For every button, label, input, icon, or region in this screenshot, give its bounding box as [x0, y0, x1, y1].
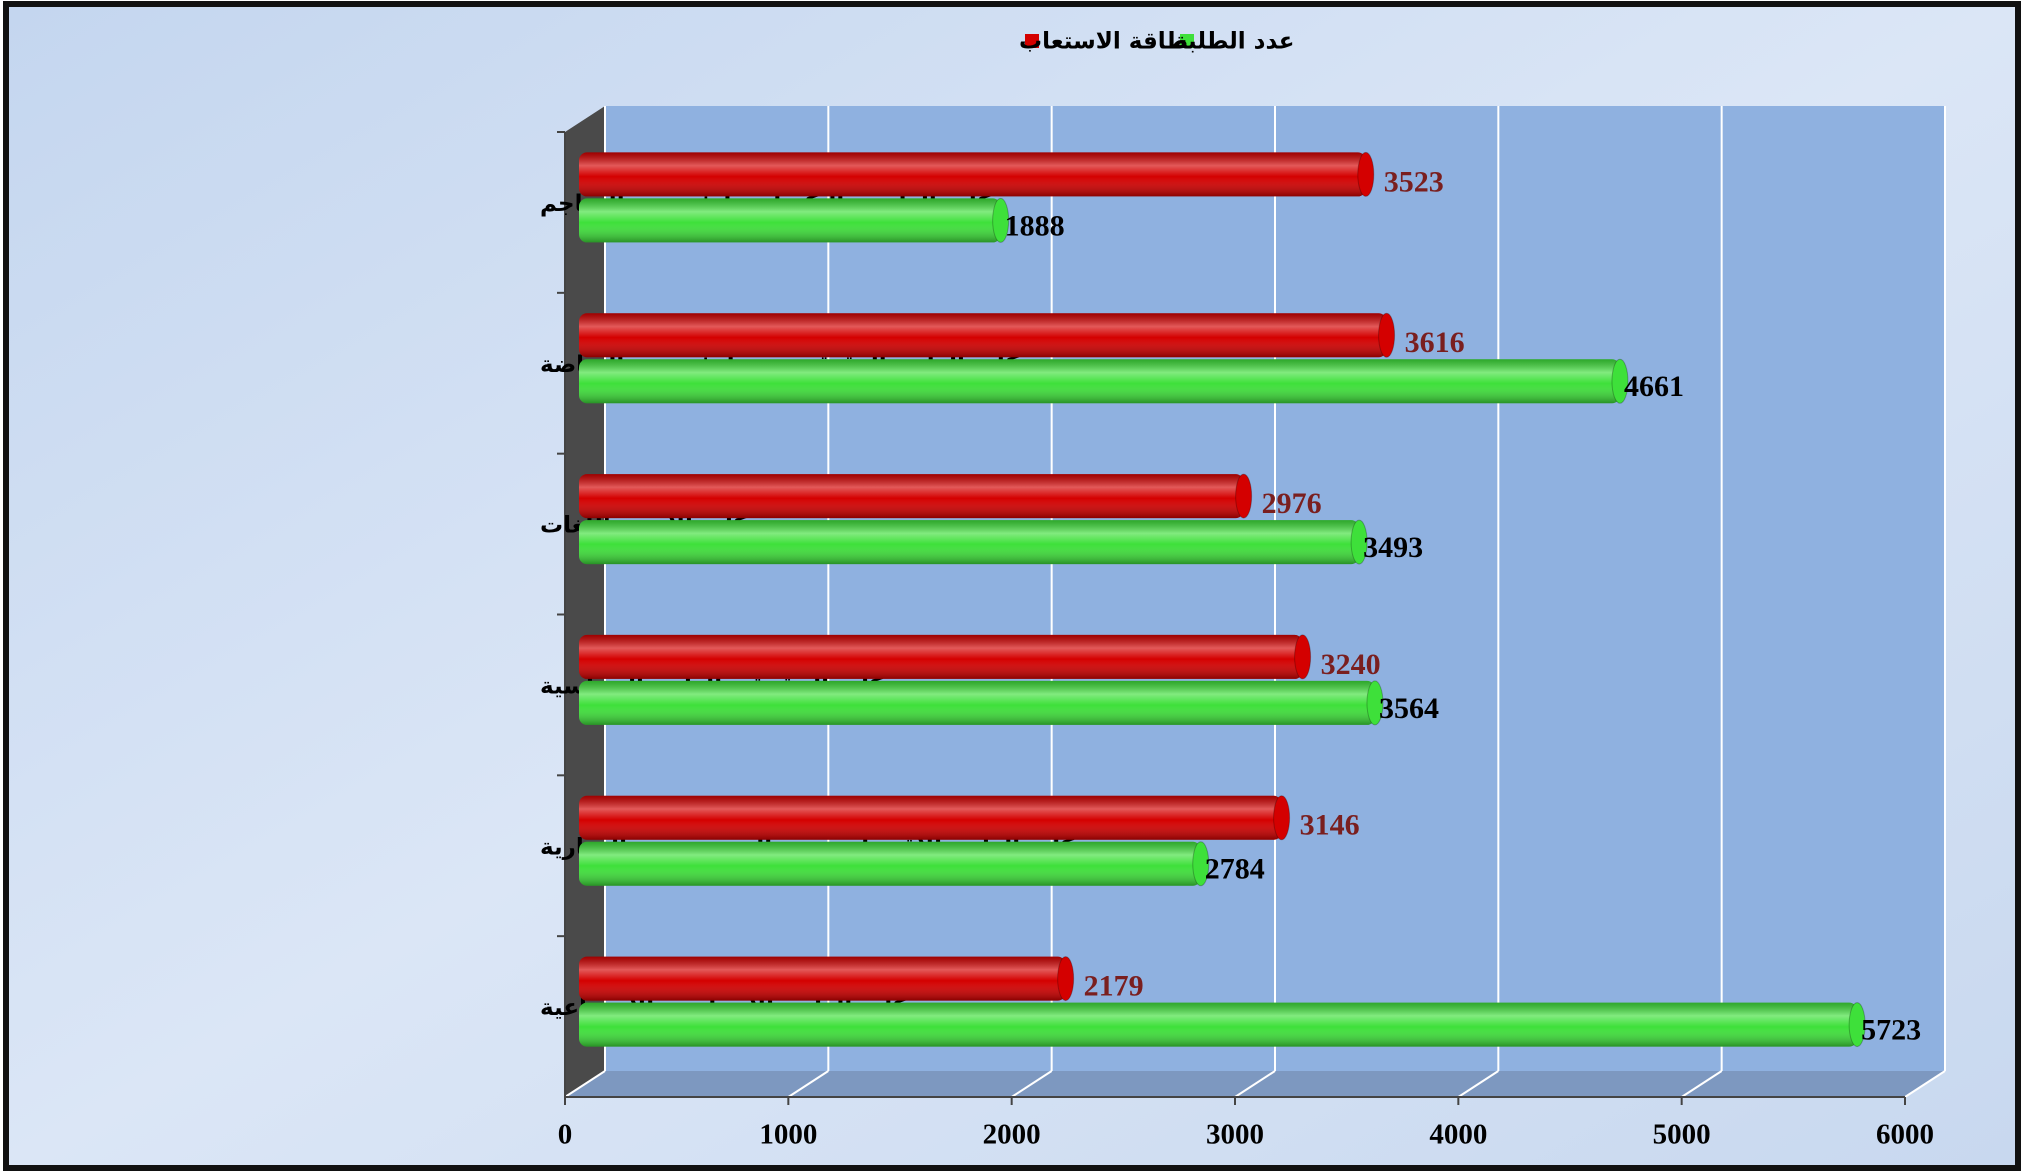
value-label: 2784 — [1205, 853, 1265, 886]
bar — [579, 151, 1375, 197]
bar — [579, 956, 1075, 1002]
bar-shade — [579, 680, 1375, 725]
floor-grid-line — [1904, 1070, 1946, 1098]
bar-shade — [579, 474, 1244, 519]
bar — [579, 680, 1384, 726]
value-label: 3146 — [1300, 809, 1360, 842]
bar-cap — [1366, 680, 1384, 726]
left-wall — [565, 106, 605, 1097]
bar — [579, 358, 1629, 404]
bar-cap — [1350, 519, 1368, 565]
x-tick-label: 0 — [558, 1119, 573, 1151]
x-tick-label: 6000 — [1876, 1119, 1934, 1151]
bar — [579, 312, 1396, 358]
floor-grid-line — [1457, 1070, 1499, 1098]
bar-shade — [579, 198, 1001, 243]
x-tick-label: 1000 — [759, 1119, 817, 1151]
bar — [579, 197, 1010, 243]
legend-swatch — [1180, 34, 1194, 48]
bar-shade — [579, 313, 1387, 358]
bar-shade — [579, 634, 1303, 679]
bar-shade — [579, 520, 1360, 565]
floor-grid-line — [1011, 1070, 1053, 1098]
x-tick-label: 2000 — [983, 1119, 1041, 1151]
bar-cap — [1235, 473, 1253, 519]
bar — [579, 841, 1210, 887]
x-tick-label: 4000 — [1429, 1119, 1487, 1151]
bar — [579, 1002, 1866, 1048]
bar-shade — [579, 841, 1201, 886]
bar — [579, 634, 1312, 680]
legend-swatch — [1025, 34, 1039, 48]
value-label: 5723 — [1861, 1013, 1921, 1046]
bar-shade — [579, 795, 1282, 840]
value-label: 3616 — [1405, 326, 1465, 359]
bar-shade — [579, 956, 1066, 1001]
x-tick-label: 5000 — [1653, 1119, 1711, 1151]
floor-grid-line — [787, 1070, 829, 1098]
bar-cap — [1848, 1002, 1866, 1048]
value-label: 4661 — [1624, 370, 1684, 403]
bar — [579, 795, 1291, 841]
value-label: 1888 — [1005, 209, 1065, 242]
bar-shade — [579, 359, 1620, 404]
bar-cap — [1273, 795, 1291, 841]
bar-shade — [579, 152, 1366, 197]
legend-label: عدد الطلبة — [1174, 29, 1294, 55]
value-label: 3493 — [1363, 531, 1423, 564]
bar-cap — [1611, 358, 1629, 404]
bar — [579, 519, 1368, 565]
bar-cap — [1357, 151, 1375, 197]
bar-cap — [1057, 956, 1075, 1002]
value-label: 2976 — [1262, 487, 1322, 520]
value-label: 3240 — [1321, 648, 1381, 681]
bar — [579, 473, 1253, 519]
floor-grid-line — [1681, 1070, 1723, 1098]
bar-cap — [992, 197, 1010, 243]
value-label: 3564 — [1379, 692, 1439, 725]
floor-grid-line — [1234, 1070, 1276, 1098]
bar-cap — [1294, 634, 1312, 680]
bar-cap — [1192, 841, 1210, 887]
floor-grid-line — [564, 1070, 606, 1098]
value-label: 3523 — [1384, 165, 1444, 198]
legend-label: طاقة الاستعاب — [1019, 29, 1188, 55]
bar-shade — [579, 1002, 1858, 1047]
value-label: 2179 — [1084, 969, 1144, 1002]
x-tick-label: 3000 — [1206, 1119, 1264, 1151]
bar-cap — [1378, 312, 1396, 358]
